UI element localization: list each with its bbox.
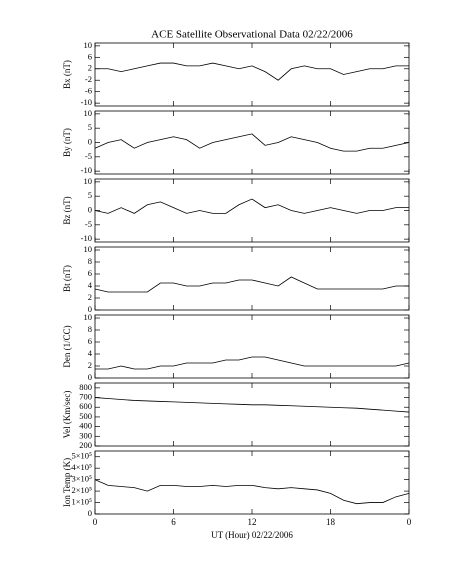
data-line	[94, 133, 410, 152]
y-tick-label: 8	[88, 324, 92, 334]
data-line	[94, 198, 409, 214]
y-tick-label: 0	[88, 204, 92, 214]
data-line	[95, 62, 409, 81]
y-tick-label: 10	[84, 312, 93, 322]
y-tick-label: 10	[84, 40, 93, 50]
y-tick-label: 6	[88, 51, 92, 61]
y-tick-label: 8	[88, 256, 92, 266]
y-tick-label: 5×10⁵	[71, 451, 92, 461]
x-tick-label: 0	[93, 517, 98, 527]
y-tick-label: -6	[85, 86, 92, 96]
panel-frame	[94, 42, 410, 107]
y-tick-label: 3×10⁵	[71, 474, 92, 484]
x-axis-label: UT (Hour) 02/22/2006	[211, 530, 293, 540]
data-line	[94, 479, 410, 505]
y-axis-label: Bt (nT)	[62, 265, 72, 292]
y-tick-label: 700	[79, 391, 92, 401]
y-tick-label: 400	[79, 421, 92, 431]
y-tick-label: -10	[81, 233, 92, 243]
y-tick-label: 0	[88, 372, 92, 382]
y-tick-label: 4	[88, 280, 93, 290]
data-line	[95, 356, 410, 370]
y-tick-label: 4×10⁵	[71, 462, 92, 472]
y-tick-label: -10	[81, 97, 92, 107]
y-tick-label: 800	[79, 382, 92, 392]
data-line	[94, 276, 409, 293]
panel-frame	[94, 450, 410, 515]
y-tick-label: 10	[84, 244, 93, 254]
panel-frame	[94, 314, 410, 379]
y-tick-label: 2×10⁵	[71, 485, 92, 495]
x-tick-label: 0	[407, 517, 412, 527]
y-tick-label: 5	[88, 122, 92, 132]
y-axis-label: Ion Temp (K)	[62, 458, 72, 507]
y-tick-label: 1×10⁵	[71, 496, 92, 506]
chart-title: ACE Satellite Observational Data 02/22/2…	[151, 29, 353, 41]
y-tick-label: 600	[79, 401, 92, 411]
y-tick-label: 5	[88, 190, 92, 200]
y-tick-label: 2	[88, 292, 92, 302]
y-tick-label: 6	[88, 268, 92, 278]
x-tick-label: 6	[171, 517, 176, 527]
x-tick-label: 12	[248, 517, 257, 527]
y-tick-label: 2	[88, 360, 92, 370]
y-tick-label: 500	[79, 411, 92, 421]
panel-frame	[94, 246, 410, 311]
data-line	[94, 397, 410, 413]
y-tick-label: 0	[88, 304, 92, 314]
y-tick-label: 10	[84, 108, 93, 118]
y-tick-label: -5	[85, 219, 92, 229]
y-tick-label: 10	[84, 176, 93, 186]
panel-frame	[94, 110, 410, 175]
y-axis-label: By (nT)	[62, 128, 72, 157]
y-tick-label: -2	[85, 74, 92, 84]
y-tick-label: 300	[79, 430, 92, 440]
panel-frame	[94, 178, 410, 243]
y-tick-label: 0	[88, 136, 92, 146]
y-tick-label: 2	[88, 63, 92, 73]
y-tick-label: -5	[85, 151, 92, 161]
y-axis-label: Bz (nT)	[62, 196, 72, 224]
x-tick-label: 18	[326, 517, 336, 527]
panel-frame	[94, 382, 410, 447]
y-tick-label: 200	[79, 440, 92, 450]
y-tick-label: 6	[88, 336, 92, 346]
y-axis-label: Den (1/CC)	[62, 325, 72, 367]
y-axis-label: Bx (nT)	[62, 60, 72, 89]
y-tick-label: 4	[88, 348, 93, 358]
y-tick-label: 0	[88, 508, 92, 518]
y-axis-label: Vel (Km/sec)	[62, 391, 72, 439]
y-tick-label: -10	[81, 165, 92, 175]
